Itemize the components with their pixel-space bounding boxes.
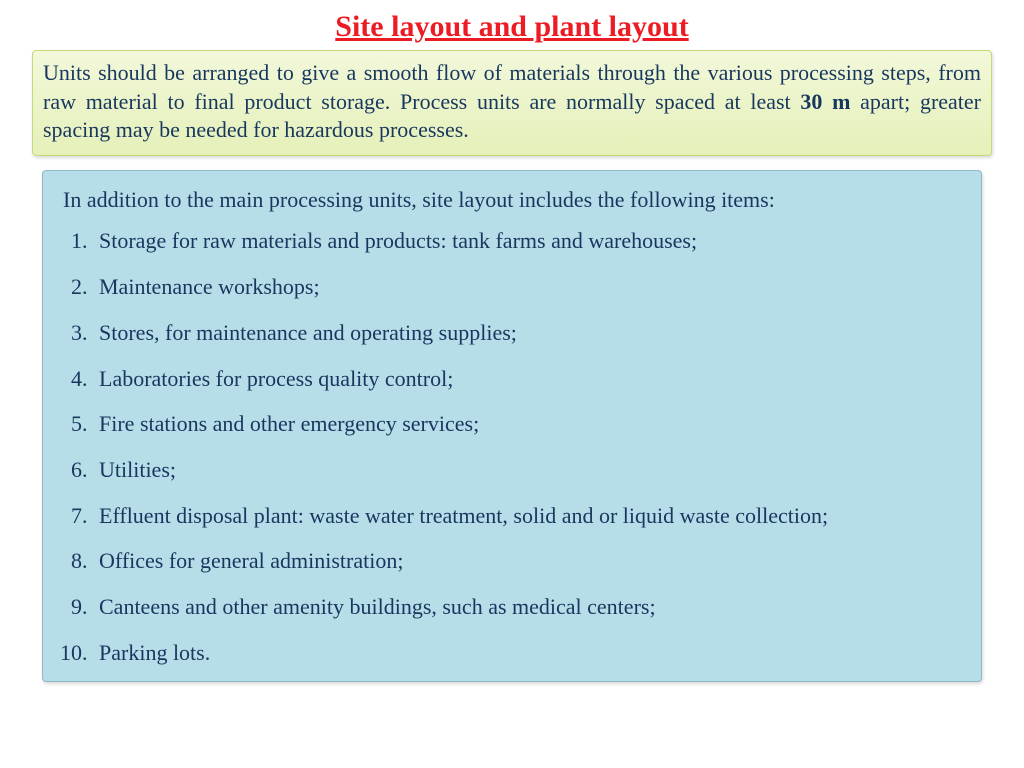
list-item: Canteens and other amenity buildings, su… (93, 592, 965, 622)
intro-box: Units should be arranged to give a smoot… (32, 50, 992, 156)
list-item: Utilities; (93, 455, 965, 485)
list-item: Laboratories for process quality control… (93, 364, 965, 394)
intro-bold: 30 m (800, 89, 850, 114)
page-title: Site layout and plant layout (0, 0, 1024, 50)
list-item: Storage for raw materials and products: … (93, 226, 965, 256)
list-intro: In addition to the main processing units… (63, 185, 965, 215)
list-item: Maintenance workshops; (93, 272, 965, 302)
list-item: Offices for general administration; (93, 546, 965, 576)
list-item: Parking lots. (93, 638, 965, 668)
list-item: Fire stations and other emergency servic… (93, 409, 965, 439)
list-box: In addition to the main processing units… (42, 170, 982, 683)
items-list: Storage for raw materials and products: … (63, 226, 965, 667)
list-item: Effluent disposal plant: waste water tre… (93, 501, 965, 531)
list-item: Stores, for maintenance and operating su… (93, 318, 965, 348)
